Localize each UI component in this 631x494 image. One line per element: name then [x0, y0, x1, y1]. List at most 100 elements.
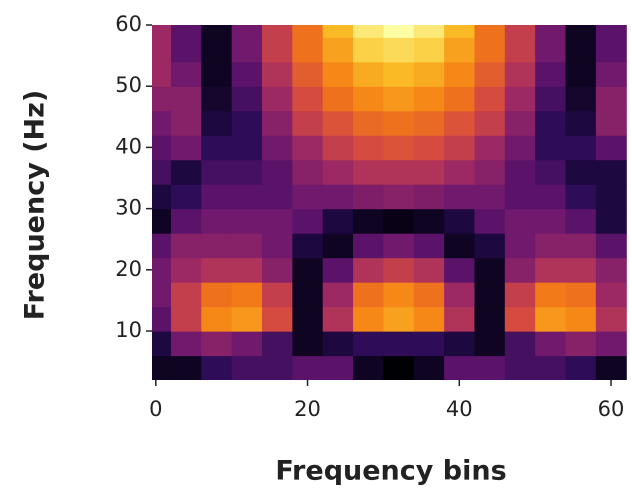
heatmap-cell [413, 37, 445, 63]
heatmap-cell [504, 184, 536, 210]
heatmap-cell [444, 331, 476, 357]
heatmap-cell [152, 86, 172, 112]
heatmap-cell [565, 110, 597, 136]
heatmap-cell [292, 355, 324, 380]
heatmap-cell [262, 306, 293, 332]
heatmap-cell [413, 135, 445, 161]
heatmap-cell [444, 233, 476, 259]
heatmap-cell [201, 61, 233, 87]
y-tick-label: 10 [115, 318, 142, 342]
heatmap-cell [565, 233, 597, 259]
heatmap-cell [535, 208, 567, 234]
heatmap-cell [170, 331, 202, 357]
heatmap-cell [322, 86, 354, 112]
heatmap-cell [595, 355, 627, 380]
heatmap-cell [322, 282, 354, 308]
heatmap-cell [353, 61, 385, 87]
heatmap-cell [152, 306, 172, 332]
heatmap-cell [353, 184, 385, 210]
heatmap-cell [474, 208, 506, 234]
heatmap-cell [595, 233, 627, 259]
heatmap-cell [535, 282, 567, 308]
heatmap-cell [535, 306, 567, 332]
heatmap-cell [201, 355, 233, 380]
heatmap-cell [201, 257, 233, 283]
heatmap-cell [383, 135, 415, 161]
heatmap-cell [535, 233, 567, 259]
heatmap-cell [595, 110, 627, 136]
heatmap-cell [353, 282, 385, 308]
heatmap-cell [170, 355, 202, 380]
heatmap-cell [170, 110, 202, 136]
heatmap-cell [595, 257, 627, 283]
heatmap-cell [292, 257, 324, 283]
heatmap-cell [595, 135, 627, 161]
heatmap-cell [292, 159, 324, 185]
heatmap-cell [353, 86, 385, 112]
heatmap-cell [504, 135, 536, 161]
heatmap-cell [444, 25, 476, 38]
heatmap-cell [292, 331, 324, 357]
heatmap-cell [231, 110, 263, 136]
heatmap-cell [262, 86, 293, 112]
heatmap-cell [383, 257, 415, 283]
heatmap-cell [383, 37, 415, 63]
heatmap-cell [565, 355, 597, 380]
heatmap-cell [444, 135, 476, 161]
heatmap-cell [383, 110, 415, 136]
heatmap-cell [170, 306, 202, 332]
heatmap-cell [231, 135, 263, 161]
heatmap-cell [413, 25, 445, 38]
heatmap-cell [474, 37, 506, 63]
heatmap-cell [353, 37, 385, 63]
heatmap-cell [535, 159, 567, 185]
heatmap-cell [444, 306, 476, 332]
heatmap-cell [504, 306, 536, 332]
heatmap-cell [565, 135, 597, 161]
heatmap-cell [262, 257, 293, 283]
y-axis-title: Frequency (Hz) [20, 90, 51, 320]
heatmap-cell [152, 282, 172, 308]
heatmap-cell [535, 25, 567, 38]
heatmap-cell [413, 208, 445, 234]
heatmap-cell [565, 331, 597, 357]
heatmap-cell [504, 355, 536, 380]
heatmap-cell [413, 306, 445, 332]
heatmap-cell [231, 61, 263, 87]
heatmap-cell [201, 25, 233, 38]
heatmap-cell [504, 61, 536, 87]
heatmap-cell [170, 159, 202, 185]
heatmap-cell [353, 25, 385, 38]
heatmap-cell [383, 306, 415, 332]
heatmap-cell [383, 282, 415, 308]
heatmap-cell [444, 37, 476, 63]
heatmap-cell [413, 282, 445, 308]
heatmap-cell [262, 208, 293, 234]
heatmap-cell [504, 25, 536, 38]
y-tick-label: 30 [115, 196, 142, 220]
x-tick-label: 40 [446, 397, 473, 421]
heatmap-cell [152, 331, 172, 357]
heatmap-cell [565, 86, 597, 112]
heatmap-cell [353, 306, 385, 332]
heatmap-cell [535, 61, 567, 87]
y-tick-label: 60 [115, 12, 142, 36]
heatmap-cell [474, 282, 506, 308]
heatmap-cell [152, 184, 172, 210]
heatmap-cell [322, 355, 354, 380]
heatmap-cell [170, 86, 202, 112]
heatmap-cell [231, 257, 263, 283]
heatmap-cell [322, 159, 354, 185]
heatmap-cell [413, 331, 445, 357]
heatmap-cell [262, 25, 293, 38]
heatmap-cell [383, 61, 415, 87]
heatmap-cell [353, 257, 385, 283]
heatmap-cell [170, 257, 202, 283]
heatmap-cell [322, 306, 354, 332]
heatmap-cell [353, 233, 385, 259]
heatmap-cell [565, 282, 597, 308]
heatmap-cell [322, 61, 354, 87]
heatmap-cell [170, 208, 202, 234]
y-tick-label: 20 [115, 257, 142, 281]
heatmap-cell [322, 208, 354, 234]
